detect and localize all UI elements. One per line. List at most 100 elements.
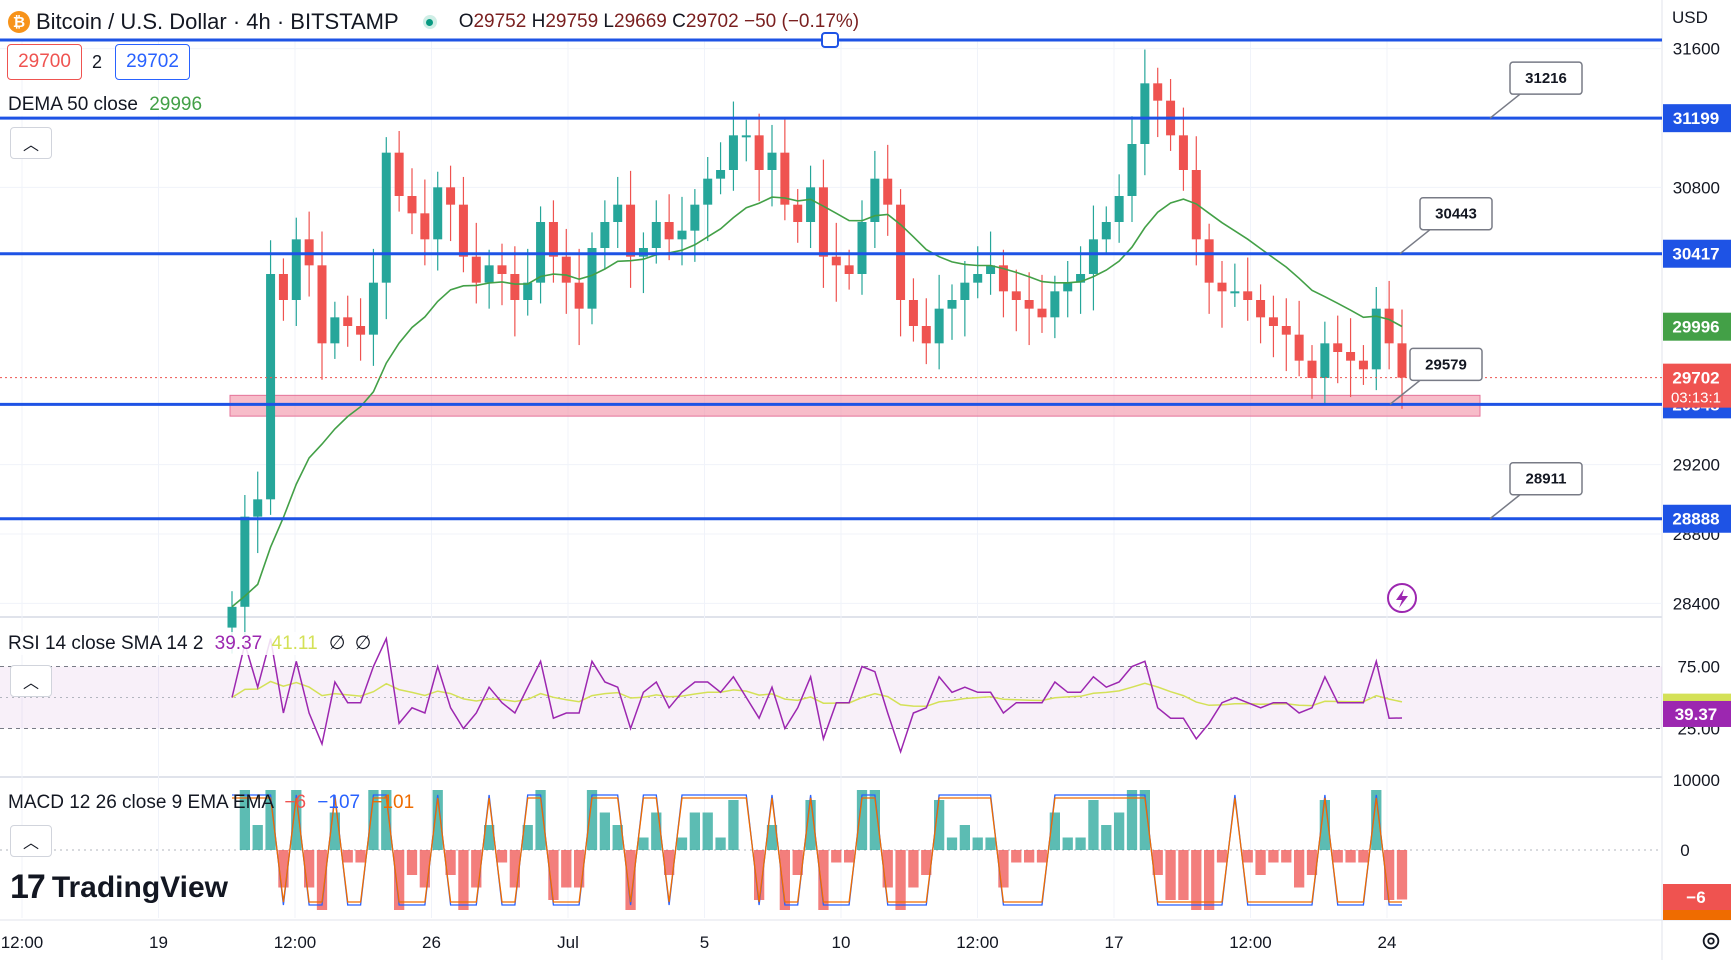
dema-legend[interactable]: DEMA 50 close 29996 xyxy=(8,94,203,116)
sell-price-button[interactable]: 29700 xyxy=(7,44,82,80)
candle-body xyxy=(934,308,944,344)
currency-label[interactable]: USD xyxy=(1672,8,1708,27)
candle-body xyxy=(1127,144,1137,196)
candle-body xyxy=(1140,83,1150,144)
macd-histogram-bar xyxy=(509,850,520,888)
level-price-tag xyxy=(1663,504,1731,533)
level-drag-handle xyxy=(821,32,839,48)
macd-signal-value: −101 xyxy=(371,792,415,813)
macd-histogram-bar xyxy=(1306,850,1318,875)
candle-body xyxy=(548,222,558,257)
macd-histogram-bar xyxy=(1165,850,1176,900)
macd-signal-line xyxy=(232,797,1402,903)
candle-body xyxy=(677,230,687,240)
macd-histogram-bar xyxy=(1178,850,1189,900)
macd-histogram-bar xyxy=(651,812,662,850)
candle-body xyxy=(1230,291,1240,294)
callout-pointer xyxy=(1489,93,1521,119)
candle-body xyxy=(356,326,366,335)
candle-body xyxy=(1076,274,1086,283)
macd-histogram-bar xyxy=(625,850,636,910)
tradingview-logo[interactable]: 17 TradingView xyxy=(10,868,228,907)
x-tick-label: 12:00 xyxy=(956,933,999,952)
callout-label: 28911 xyxy=(1526,471,1567,488)
macd-histogram-bar xyxy=(805,800,816,850)
callout-box xyxy=(1509,61,1583,95)
macd-histogram-bar xyxy=(432,790,443,850)
last-price-tag xyxy=(1663,363,1731,408)
callout-box xyxy=(1409,347,1483,382)
gear-icon[interactable] xyxy=(1700,930,1722,952)
candle-body xyxy=(240,516,250,607)
symbol-header: ₿ Bitcoin / U.S. Dollar · 4h · BITSTAMP … xyxy=(8,6,859,38)
macd-histogram-bar xyxy=(1075,837,1086,850)
candle-body xyxy=(497,265,507,274)
dema-price-tag xyxy=(1663,312,1731,341)
candle-body xyxy=(227,606,237,628)
rsi-collapse-button[interactable]: ︿ xyxy=(10,665,52,697)
tradingview-mark-icon: 17 xyxy=(10,868,46,906)
candle-body xyxy=(587,248,597,309)
rsi-legend[interactable]: RSI 14 close SMA 14 2 39.37 41.11 ∅ ∅ xyxy=(8,632,372,655)
macd-zero-label: 0 xyxy=(1680,841,1689,860)
macd-histogram-bar xyxy=(561,850,572,888)
macd-histogram-bar xyxy=(342,850,353,863)
candle-body xyxy=(317,265,327,344)
rsi-sma-value: 41.11 xyxy=(271,633,318,654)
macd-histogram-bar xyxy=(715,837,726,850)
callout-pointer xyxy=(1399,229,1431,255)
main-collapse-button[interactable]: ︿ xyxy=(10,127,52,159)
callout-label: 29579 xyxy=(1425,356,1467,373)
candle-body xyxy=(844,265,854,274)
y-tick-label: 28400 xyxy=(1673,594,1720,613)
symbol-title[interactable]: Bitcoin / U.S. Dollar · 4h · BITSTAMP xyxy=(36,9,399,34)
candle-body xyxy=(986,265,996,274)
macd-histogram-bar xyxy=(291,790,302,850)
macd-collapse-button[interactable]: ︿ xyxy=(10,825,52,857)
rsi-value-tag-label: 39.37 xyxy=(1675,705,1718,724)
macd-histogram-bar xyxy=(754,850,765,900)
lightning-icon xyxy=(1387,583,1417,613)
macd-histogram-bar xyxy=(959,825,970,850)
macd-hist-tag xyxy=(1663,884,1731,910)
x-tick-label: 10 xyxy=(832,933,851,952)
macd-legend[interactable]: MACD 12 26 close 9 EMA EMA −6 −107 −101 xyxy=(8,792,414,814)
candle-body xyxy=(806,187,816,222)
macd-histogram-bar xyxy=(1101,825,1112,850)
candle-body xyxy=(767,152,777,170)
level-price-label: 28888 xyxy=(1672,510,1719,529)
macd-histogram-bar xyxy=(1114,812,1125,850)
macd-histogram-bar xyxy=(844,850,855,863)
candle-body xyxy=(1371,308,1381,370)
macd-line-value: −107 xyxy=(317,792,361,813)
tradingview-wordmark: TradingView xyxy=(51,870,228,904)
macd-histogram-bar xyxy=(766,825,778,850)
candle-body xyxy=(330,317,340,344)
macd-histogram-bar xyxy=(1371,790,1382,850)
x-tick-label: 12:00 xyxy=(274,933,317,952)
macd-histogram-bar xyxy=(316,850,328,910)
macd-histogram-bar xyxy=(239,790,250,850)
macd-histogram-bar xyxy=(1332,850,1343,863)
x-tick-label: Jul xyxy=(557,933,579,952)
macd-histogram-bar xyxy=(1139,790,1150,850)
collapse-chevron-icon: ︿ xyxy=(22,835,39,852)
candle-body xyxy=(857,222,867,274)
candle-body xyxy=(368,282,378,335)
candle-body xyxy=(998,265,1008,292)
candle-body xyxy=(1268,317,1278,326)
candle-body xyxy=(484,265,494,283)
candle-body xyxy=(381,152,391,283)
macd-histogram-bar xyxy=(1255,850,1266,875)
candle-body xyxy=(1114,196,1124,222)
macd-signal-tag xyxy=(1663,910,1731,920)
rsi-band-label: 75.00 xyxy=(1677,658,1720,677)
candle-body xyxy=(1217,282,1227,292)
candle-body xyxy=(1063,282,1073,292)
countdown-label: 03:13:1 xyxy=(1671,390,1721,407)
buy-price-button[interactable]: 29702 xyxy=(115,44,190,80)
macd-histogram-bar xyxy=(548,850,559,900)
candles-group xyxy=(227,49,1407,654)
candle-body xyxy=(780,152,790,205)
